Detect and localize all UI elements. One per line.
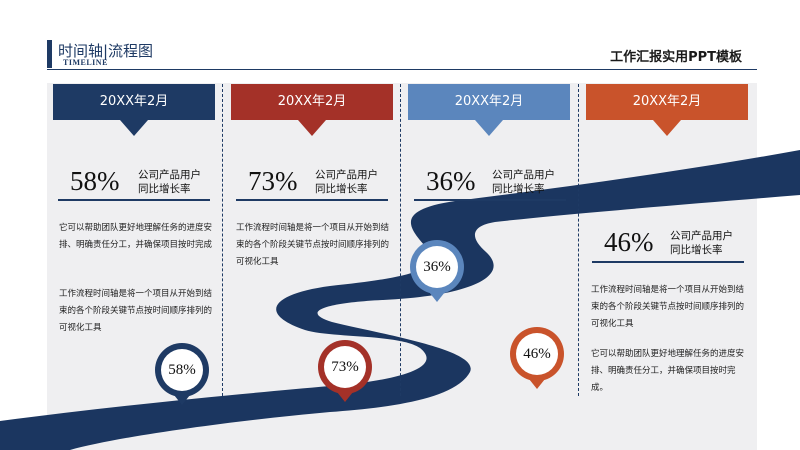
date-tag-pointer [298, 120, 326, 136]
column-divider [222, 84, 223, 396]
map-pin-tip [429, 292, 445, 302]
column-divider [400, 84, 401, 396]
map-pin-4: 46% [510, 327, 564, 381]
stat-label-line: 同比增长率 [138, 183, 191, 195]
stat-label-1: 公司产品用户 同比增长率 [138, 168, 228, 196]
map-pin-3: 36% [410, 240, 464, 294]
pin-value: 46% [516, 333, 558, 375]
pin-value: 36% [416, 246, 458, 288]
stat-underline [592, 261, 744, 263]
pin-value: 73% [324, 346, 366, 388]
stat-label-line: 公司产品用户 [492, 169, 555, 181]
stat-label-line: 同比增长率 [492, 183, 545, 195]
header-accent-bar [47, 40, 52, 68]
stat-percent-2: 73% [248, 166, 298, 196]
stat-percent-3: 36% [426, 166, 476, 196]
stat-label-line: 公司产品用户 [670, 230, 733, 242]
date-tag-pointer [475, 120, 503, 136]
map-pin-tip [174, 395, 190, 405]
card-1-text-2: 工作流程时间轴是将一个项目从开始到结束的各个阶段关键节点按时间顺序排列的可视化工… [59, 289, 213, 333]
stat-percent-4: 46% [604, 227, 654, 257]
card-2-text-1: 工作流程时间轴是将一个项目从开始到结束的各个阶段关键节点按时间顺序排列的可视化工… [236, 223, 390, 267]
stat-label-3: 公司产品用户 同比增长率 [492, 168, 582, 196]
stat-underline [58, 199, 210, 201]
map-pin-tip [529, 379, 545, 389]
stat-percent-1: 58% [70, 166, 120, 196]
date-tag-1: 20XX年2月 [53, 84, 215, 120]
stat-label-line: 同比增长率 [315, 183, 368, 195]
stat-underline [236, 199, 388, 201]
pin-value: 58% [161, 349, 203, 391]
map-pin-2: 73% [318, 340, 372, 394]
stat-label-4: 公司产品用户 同比增长率 [670, 229, 760, 257]
stat-underline [414, 199, 566, 201]
header-divider [47, 69, 757, 70]
page-subtitle: TIMELINE [63, 58, 108, 67]
stat-label-line: 同比增长率 [670, 244, 723, 256]
card-4-text-2: 它可以帮助团队更好地理解任务的进度安排、明确责任分工，并确保项目按时完成。 [591, 349, 745, 393]
date-tag-4: 20XX年2月 [586, 84, 748, 120]
page-title: 时间轴|流程图 [58, 42, 154, 60]
stat-label-line: 公司产品用户 [138, 169, 201, 181]
card-4-text-1: 工作流程时间轴是将一个项目从开始到结束的各个阶段关键节点按时间顺序排列的可视化工… [591, 285, 745, 329]
stat-label-2: 公司产品用户 同比增长率 [315, 168, 405, 196]
map-pin-1: 58% [155, 343, 209, 397]
date-tag-3: 20XX年2月 [408, 84, 570, 120]
date-tag-pointer [653, 120, 681, 136]
column-divider [578, 84, 579, 396]
card-1-text-1: 它可以帮助团队更好地理解任务的进度安排、明确责任分工，并确保项目按时完成 [59, 223, 213, 250]
map-pin-tip [337, 392, 353, 402]
date-tag-pointer [120, 120, 148, 136]
template-title: 工作汇报实用PPT模板 [610, 50, 742, 65]
stat-label-line: 公司产品用户 [315, 169, 378, 181]
date-tag-2: 20XX年2月 [231, 84, 393, 120]
